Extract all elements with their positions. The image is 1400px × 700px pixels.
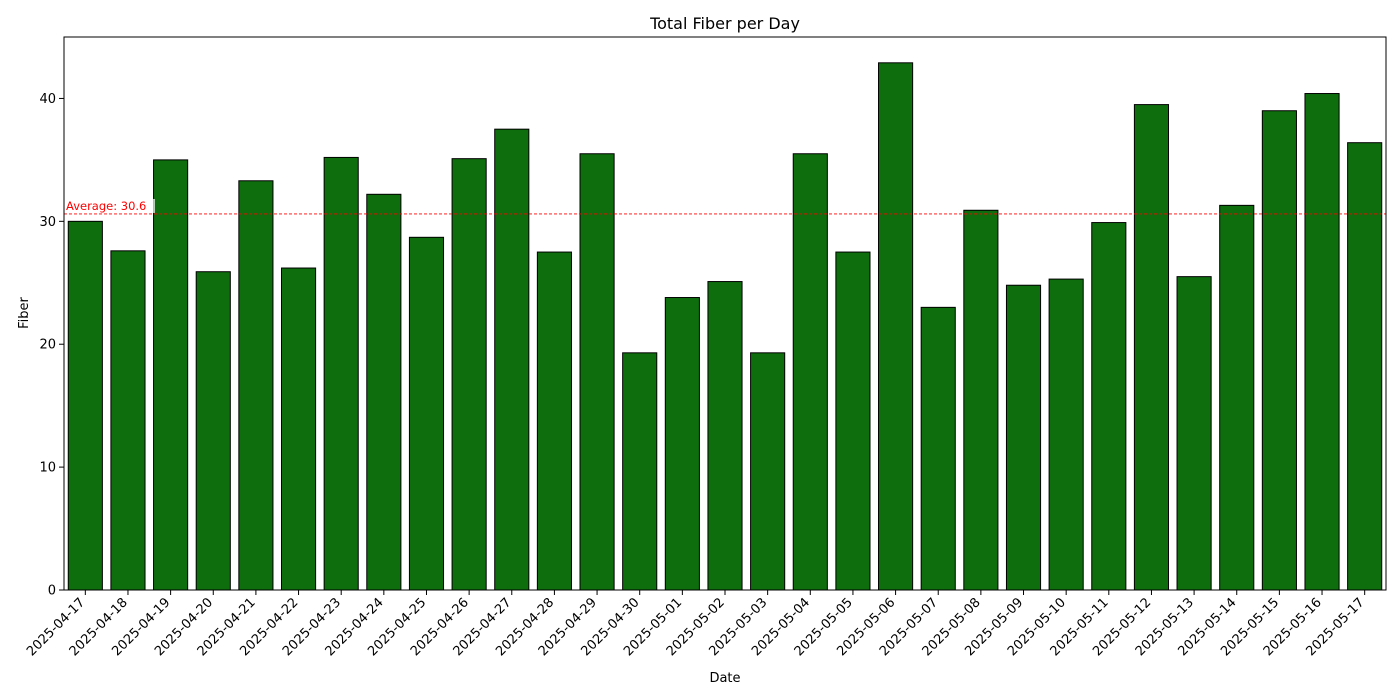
bar [408, 236, 445, 591]
bar [1133, 104, 1170, 591]
bar [153, 159, 189, 591]
bar [323, 156, 359, 591]
chart-title: Total Fiber per Day [649, 14, 800, 33]
bar [1261, 110, 1297, 591]
bar [1219, 204, 1255, 591]
bar [792, 153, 828, 591]
y-tick-label: 0 [48, 584, 56, 599]
average-label: Average: 30.6 [66, 199, 146, 213]
bars-group [67, 62, 1383, 591]
y-tick-label: 10 [39, 461, 56, 476]
bar [1005, 284, 1042, 591]
y-tick-label: 20 [39, 338, 56, 353]
bar [1304, 93, 1340, 591]
bar [451, 158, 487, 591]
bar [835, 251, 871, 591]
x-axis: 2025-04-172025-04-182025-04-192025-04-20… [24, 590, 1368, 659]
bar [280, 267, 317, 591]
average-line-group: Average: 30.6 [64, 198, 1386, 215]
bar [579, 153, 615, 591]
bar [664, 297, 700, 591]
bar [1347, 142, 1383, 591]
bar [238, 180, 274, 591]
bar [878, 62, 914, 591]
average-label-background [65, 198, 155, 213]
bar [110, 250, 146, 591]
bar [1176, 276, 1212, 591]
y-axis: 0 10 20 30 40 [39, 92, 64, 599]
bar [366, 193, 402, 591]
bar [494, 128, 530, 591]
bar [707, 281, 743, 591]
y-axis-label: Fiber [17, 296, 32, 328]
y-tick-label: 40 [39, 92, 56, 107]
bar [963, 209, 999, 591]
x-axis-label: Date [709, 671, 740, 686]
bar [67, 220, 103, 591]
bar [1091, 222, 1127, 591]
bar [920, 306, 956, 591]
y-tick-label: 30 [39, 215, 56, 230]
bar [1048, 278, 1084, 591]
bar [622, 352, 658, 591]
bar [536, 251, 572, 591]
bar [195, 271, 231, 591]
bar [750, 352, 786, 591]
